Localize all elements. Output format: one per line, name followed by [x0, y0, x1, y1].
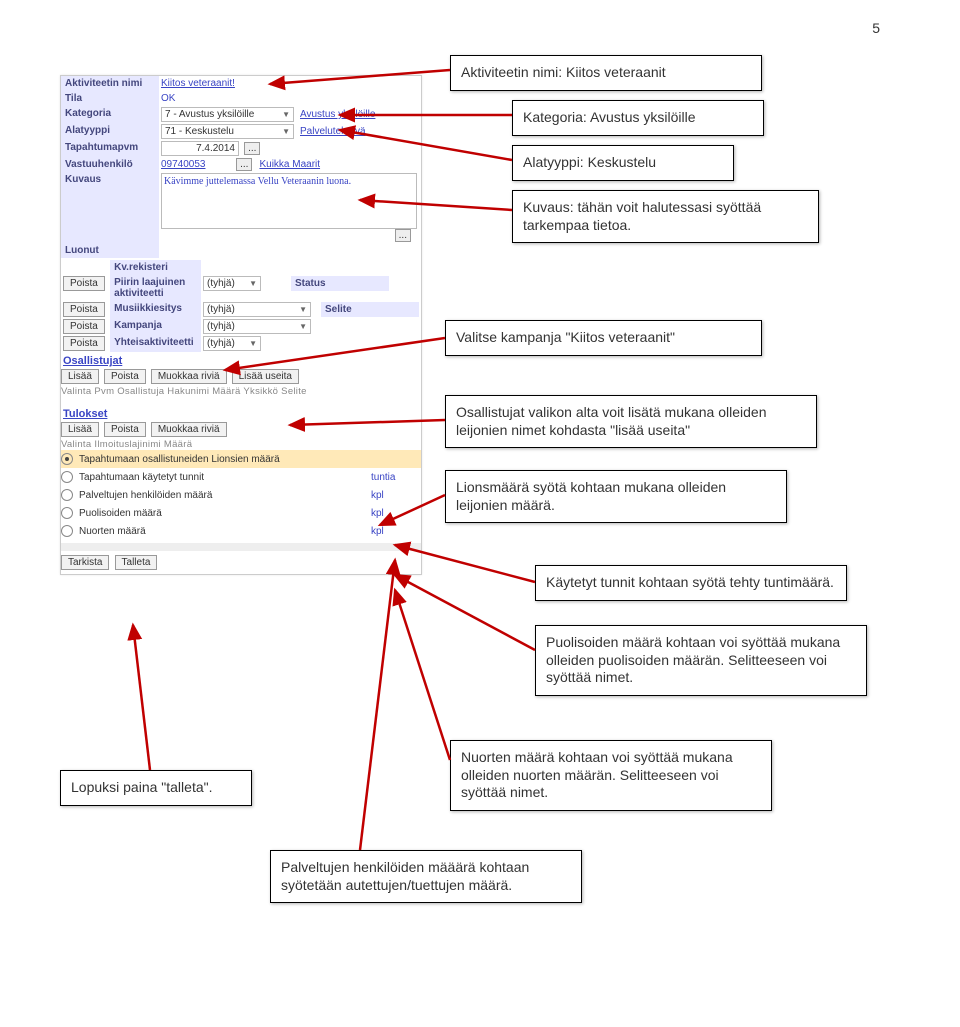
- results-radio-3[interactable]: [61, 507, 73, 519]
- input-eventdate[interactable]: 7.4.2014: [161, 141, 239, 156]
- label-eventdate: Tapahtumapvm: [61, 140, 159, 157]
- participants-heading: Osallistujat: [63, 355, 421, 367]
- select-campaign[interactable]: (tyhjä): [203, 319, 311, 334]
- label-campaign: Kampanja: [110, 318, 201, 335]
- results-radio-0[interactable]: [61, 453, 73, 465]
- label-kvreg: Kv.rekisteri: [110, 260, 201, 275]
- desc-expand-button[interactable]: ...: [395, 229, 411, 242]
- callout-save: Lopuksi paina "talleta".: [60, 770, 252, 806]
- results-radio-2[interactable]: [61, 489, 73, 501]
- results-row-0[interactable]: Tapahtumaan osallistuneiden Lionsien mää…: [61, 450, 421, 468]
- category-extra: Avustus yksilöille: [300, 109, 375, 120]
- results-heading: Tulokset: [63, 408, 421, 420]
- lookup-button[interactable]: ...: [236, 158, 252, 171]
- callout-campaign: Valitse kampanja "Kiitos veteraanit": [445, 320, 762, 356]
- results-remove-button[interactable]: Poista: [104, 422, 146, 437]
- remove-button-1[interactable]: Poista: [63, 276, 105, 291]
- participants-edit-button[interactable]: Muokkaa riviä: [151, 369, 227, 384]
- label-category: Kategoria: [61, 106, 159, 123]
- callout-lionscount: Lionsmäärä syötä kohtaan mukana olleiden…: [445, 470, 787, 523]
- results-row-1[interactable]: Tapahtumaan käytetyt tunnit tuntia: [61, 468, 421, 486]
- callout-served: Palveltujen henkilöiden määärä kohtaan s…: [270, 850, 582, 903]
- value-activity-name[interactable]: Kiitos veteraanit!: [161, 78, 235, 89]
- label-selite-col: Selite: [321, 302, 419, 317]
- label-activity-name: Aktiviteetin nimi: [61, 76, 159, 91]
- results-edit-button[interactable]: Muokkaa riviä: [151, 422, 227, 437]
- callout-subtype: Alatyyppi: Keskustelu: [512, 145, 734, 181]
- datepicker-button[interactable]: ...: [244, 142, 260, 155]
- results-columns: Valinta Ilmoituslajinimi Määrä: [61, 439, 421, 450]
- form-fields: Aktiviteetin nimi Kiitos veteraanit! Til…: [61, 76, 421, 258]
- callout-youth: Nuorten määrä kohtaan voi syöttää mukana…: [450, 740, 772, 811]
- remove-button-3[interactable]: Poista: [63, 319, 105, 334]
- label-district: Piirin laajuinen aktiviteetti: [110, 275, 201, 301]
- results-radio-1[interactable]: [61, 471, 73, 483]
- select-subtype[interactable]: 71 - Keskustelu: [161, 124, 294, 139]
- save-button[interactable]: Talleta: [115, 555, 158, 570]
- value-status: OK: [161, 93, 175, 104]
- remove-button-4[interactable]: Poista: [63, 336, 105, 351]
- label-status-col: Status: [291, 276, 389, 291]
- participants-add-button[interactable]: Lisää: [61, 369, 99, 384]
- page-number: 5: [872, 20, 880, 36]
- form-screenshot: Aktiviteetin nimi Kiitos veteraanit! Til…: [60, 75, 422, 575]
- select-category[interactable]: 7 - Avustus yksilöille: [161, 107, 294, 122]
- label-joint: Yhteisaktiviteetti: [110, 335, 201, 352]
- callout-hours: Käytetyt tunnit kohtaan syötä tehty tunt…: [535, 565, 847, 601]
- label-subtype: Alatyyppi: [61, 123, 159, 140]
- label-createdby: Luonut: [61, 243, 159, 258]
- label-desc: Kuvaus: [61, 172, 159, 243]
- select-district[interactable]: (tyhjä): [203, 276, 261, 291]
- subtype-extra: Palvelutehtävä: [300, 126, 366, 137]
- callout-category: Kategoria: Avustus yksilöille: [512, 100, 764, 136]
- callout-spouse: Puolisoiden määrä kohtaan voi syöttää mu…: [535, 625, 867, 696]
- select-joint[interactable]: (tyhjä): [203, 336, 261, 351]
- results-radio-4[interactable]: [61, 525, 73, 537]
- results-row-2[interactable]: Palveltujen henkilöiden määrä kpl: [61, 486, 421, 504]
- callout-participants: Osallistujat valikon alta voit lisätä mu…: [445, 395, 817, 448]
- callout-desc: Kuvaus: tähän voit halutessasi syöttää t…: [512, 190, 819, 243]
- textarea-desc[interactable]: Kävimme juttelemassa Vellu Veteraanin lu…: [161, 173, 417, 229]
- participants-columns: Valinta Pvm Osallistuja Hakunimi Määrä Y…: [61, 386, 421, 397]
- participants-addmany-button[interactable]: Lisää useita: [232, 369, 299, 384]
- callout-activity-name: Aktiviteetin nimi: Kiitos veteraanit: [450, 55, 762, 91]
- results-row-4[interactable]: Nuorten määrä kpl: [61, 522, 421, 540]
- label-status: Tila: [61, 91, 159, 106]
- select-music[interactable]: (tyhjä): [203, 302, 311, 317]
- participants-remove-button[interactable]: Poista: [104, 369, 146, 384]
- responsible-name: Kuikka Maarit: [259, 159, 320, 170]
- responsible-id[interactable]: 09740053: [161, 159, 231, 170]
- form-options: Kv.rekisteri Poista Piirin laajuinen akt…: [61, 260, 421, 352]
- check-button[interactable]: Tarkista: [61, 555, 109, 570]
- remove-button-2[interactable]: Poista: [63, 302, 105, 317]
- label-responsible: Vastuuhenkilö: [61, 157, 159, 172]
- results-row-3[interactable]: Puolisoiden määrä kpl: [61, 504, 421, 522]
- results-add-button[interactable]: Lisää: [61, 422, 99, 437]
- label-music: Musiikkiesitys: [110, 301, 201, 318]
